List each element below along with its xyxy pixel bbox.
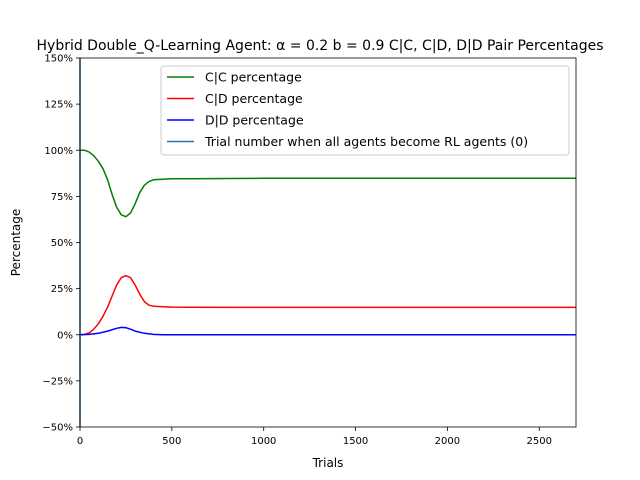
legend: C|C percentage C|D percentage D|D percenta… <box>160 65 570 156</box>
y-tick-label-8: 150% <box>44 54 73 65</box>
chart-title: Hybrid Double_Q-Learning Agent: α = 0.2 … <box>37 38 604 54</box>
legend-label-1: C|D percentage <box>205 91 303 106</box>
x-tick-label-1: 500 <box>162 436 181 447</box>
legend-label-3: Trial number when all agents become RL a… <box>204 134 528 149</box>
legend-label-2: D|D percentage <box>205 113 304 128</box>
series-line-2 <box>79 326 576 336</box>
y-tick-label-5: 75% <box>51 192 73 203</box>
plot-frame <box>79 57 577 428</box>
x-tick-label-2: 1000 <box>251 436 276 447</box>
legend-box <box>160 65 570 156</box>
x-axis-label: Trials <box>312 456 344 470</box>
y-tick-label-3: 25% <box>51 284 73 295</box>
x-tick-label-3: 1500 <box>343 436 368 447</box>
y-tick-label-1: −25% <box>42 376 73 387</box>
legend-label-0: C|C percentage <box>205 70 302 85</box>
y-axis-label: Percentage <box>9 209 23 277</box>
series-line-1 <box>79 274 576 336</box>
x-axis: 0 500 1000 1500 2000 2500 <box>77 427 552 447</box>
y-axis: −50% −25% 0% 25% 50% 75% 100% 125% 150% <box>42 54 80 434</box>
y-tick-label-0: −50% <box>42 423 73 434</box>
y-tick-label-2: 0% <box>57 330 73 341</box>
series-line-0 <box>80 149 576 218</box>
y-tick-label-6: 100% <box>44 146 73 157</box>
x-tick-label-5: 2500 <box>527 436 552 447</box>
y-tick-label-7: 125% <box>44 100 73 111</box>
x-tick-label-0: 0 <box>77 436 83 447</box>
y-tick-label-4: 50% <box>51 238 73 249</box>
x-tick-label-4: 2000 <box>435 436 460 447</box>
